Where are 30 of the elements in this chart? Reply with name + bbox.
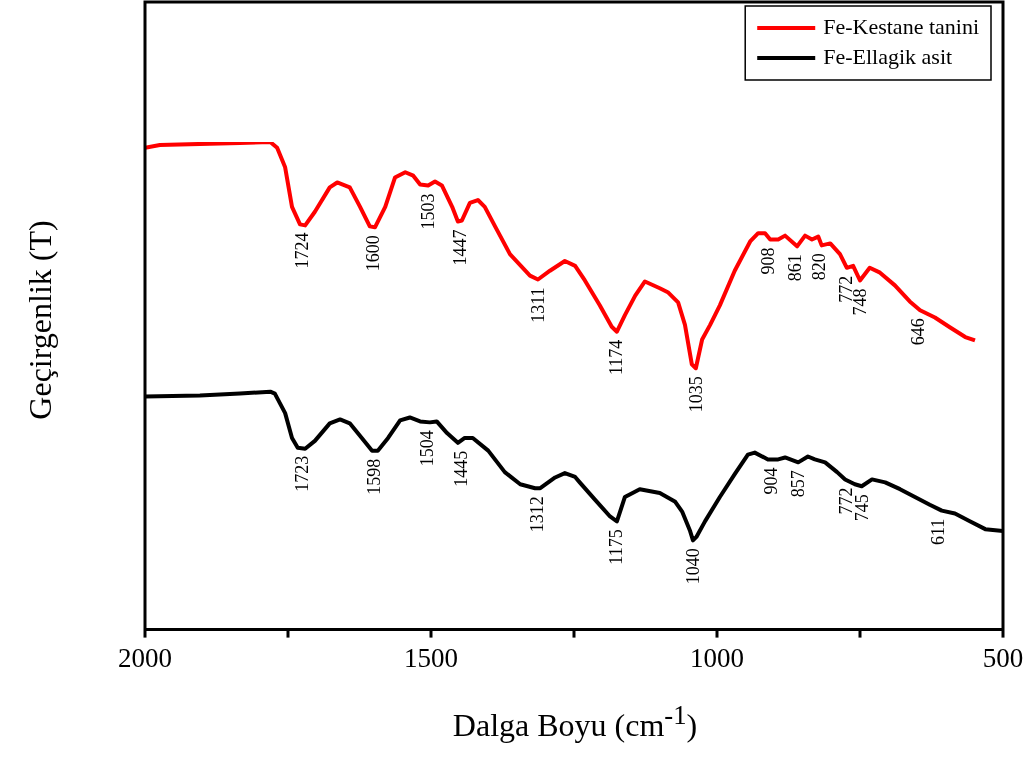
legend-label: Fe-Kestane tanini [823, 13, 980, 39]
annotation: 1723 [292, 455, 313, 492]
legend-label: Fe-Ellagik asit [823, 43, 953, 69]
annotation: 1035 [685, 376, 706, 413]
annotation: 1724 [291, 232, 312, 269]
annotation: 1040 [682, 548, 703, 585]
x-tick-label: 1500 [404, 642, 458, 673]
annotation: 1504 [417, 430, 438, 467]
x-tick-label: 2000 [118, 642, 172, 673]
annotation: 1311 [527, 287, 548, 323]
x-tick-label: 1000 [690, 642, 744, 673]
annotation: 1447 [450, 229, 471, 266]
annotation: 904 [760, 467, 781, 495]
annotation: 1598 [363, 458, 384, 495]
y-axis-title: Geçirgenlik (T) [21, 220, 59, 420]
annotation: 1445 [451, 450, 472, 487]
x-axis-title: Dalga Boyu (cm$^{-1}$) [451, 700, 699, 744]
annotation: 1503 [418, 193, 439, 230]
annotation: 1174 [606, 339, 627, 376]
x-tick-label: 500 [982, 642, 1024, 673]
annotation: 908 [758, 247, 779, 275]
annotation: 646 [908, 318, 929, 346]
annotation: 820 [808, 253, 829, 281]
annotation: 1175 [605, 529, 626, 565]
annotation: 745 [851, 494, 872, 522]
annotation: 1312 [527, 496, 548, 533]
annotation: 611 [928, 518, 949, 545]
annotation: 1600 [362, 235, 383, 272]
annotation: 861 [785, 254, 806, 282]
annotation: 857 [787, 470, 808, 498]
